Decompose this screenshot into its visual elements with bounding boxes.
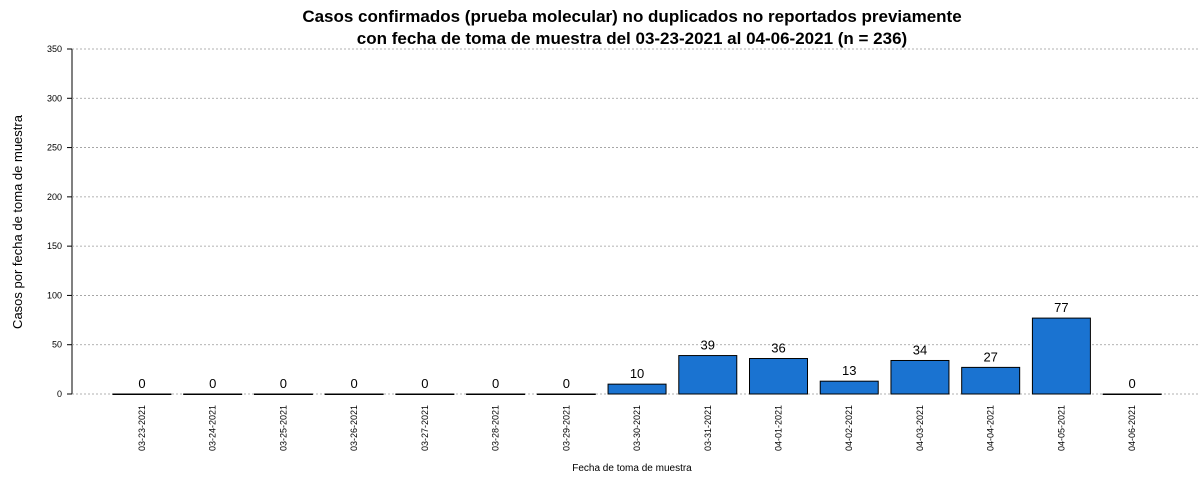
x-tick-label: 04-01-2021 xyxy=(774,405,784,451)
bar xyxy=(536,393,596,395)
value-label: 0 xyxy=(421,376,428,391)
value-label: 0 xyxy=(351,376,358,391)
bar xyxy=(607,383,667,395)
value-label: 39 xyxy=(701,338,715,353)
value-label: 0 xyxy=(563,376,570,391)
y-tick-label: 250 xyxy=(47,143,62,153)
chart-title: con fecha de toma de muestra del 03-23-2… xyxy=(357,29,907,48)
x-tick-label: 04-06-2021 xyxy=(1127,405,1137,451)
bar xyxy=(183,393,243,395)
value-label: 0 xyxy=(492,376,499,391)
x-tick-label: 04-05-2021 xyxy=(1056,405,1066,451)
x-tick-label: 03-29-2021 xyxy=(561,405,571,451)
value-label: 13 xyxy=(842,363,856,378)
x-tick-label: 04-04-2021 xyxy=(986,405,996,451)
x-tick-label: 03-27-2021 xyxy=(420,405,430,451)
bar xyxy=(749,358,809,395)
value-label: 10 xyxy=(630,366,644,381)
x-tick-label: 03-23-2021 xyxy=(137,405,147,451)
bar xyxy=(253,393,313,395)
chart-title: Casos confirmados (prueba molecular) no … xyxy=(302,7,961,26)
bar xyxy=(395,393,455,395)
bar xyxy=(112,393,172,395)
x-tick-label: 03-26-2021 xyxy=(349,405,359,451)
value-label: 0 xyxy=(280,376,287,391)
bar xyxy=(466,393,526,395)
value-label: 36 xyxy=(771,341,785,356)
value-label: 34 xyxy=(913,342,927,357)
bar xyxy=(1031,317,1091,395)
bar xyxy=(890,359,950,395)
bar xyxy=(1102,393,1162,395)
y-tick-label: 0 xyxy=(57,389,62,399)
y-tick-label: 150 xyxy=(47,241,62,251)
value-label: 27 xyxy=(983,349,997,364)
bar xyxy=(819,380,879,395)
x-axis-label: Fecha de toma de muestra xyxy=(572,463,692,474)
y-tick-label: 200 xyxy=(47,192,62,202)
x-tick-label: 03-31-2021 xyxy=(703,405,713,451)
y-tick-label: 350 xyxy=(47,44,62,54)
bar xyxy=(961,366,1021,395)
x-tick-label: 04-03-2021 xyxy=(915,405,925,451)
value-label: 0 xyxy=(209,376,216,391)
x-tick-label: 03-25-2021 xyxy=(278,405,288,451)
x-tick-label: 04-02-2021 xyxy=(844,405,854,451)
y-axis-label: Casos por fecha de toma de muestra xyxy=(10,114,25,329)
x-tick-label: 03-30-2021 xyxy=(632,405,642,451)
x-tick-label: 03-24-2021 xyxy=(208,405,218,451)
bar xyxy=(678,355,738,395)
y-tick-label: 300 xyxy=(47,93,62,103)
bar xyxy=(324,393,384,395)
x-tick-label: 03-28-2021 xyxy=(491,405,501,451)
value-label: 77 xyxy=(1054,300,1068,315)
y-tick-label: 100 xyxy=(47,290,62,300)
value-label: 0 xyxy=(138,376,145,391)
y-tick-label: 50 xyxy=(52,340,62,350)
value-label: 0 xyxy=(1129,376,1136,391)
